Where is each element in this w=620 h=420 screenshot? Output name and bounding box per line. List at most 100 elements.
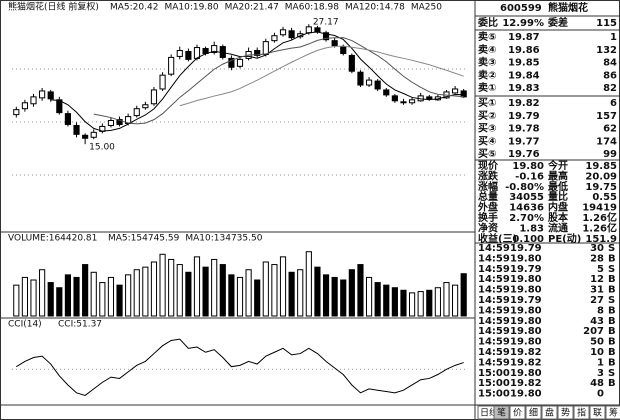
price: 19.80 [510, 253, 542, 264]
price: 19.79 [510, 264, 542, 275]
candle-body [452, 88, 459, 94]
label: 买② [478, 110, 496, 122]
candle-body [236, 58, 244, 67]
volume-bar [21, 276, 28, 317]
label: 卖③ [478, 56, 496, 69]
ma-label: MA120:14.78 [345, 3, 405, 13]
candle-body [340, 46, 347, 54]
tab[interactable] [509, 405, 526, 420]
volume-bar [417, 291, 424, 317]
candle-body [400, 101, 407, 104]
label: 外盘 [477, 201, 498, 214]
volume-bar [245, 269, 252, 317]
cci-line [16, 338, 464, 397]
volume-bar [168, 258, 175, 317]
candle-body [39, 90, 46, 99]
volume-bar [400, 289, 407, 317]
tab-label[interactable]: 联 [593, 408, 602, 419]
label: 买⑤ [478, 148, 496, 160]
volume-bar [348, 269, 355, 317]
volume-bar [288, 271, 295, 317]
tab[interactable] [493, 405, 510, 420]
candle-body [426, 96, 433, 100]
volume-bar [90, 271, 97, 317]
candle-body [116, 119, 123, 125]
qty: 1 [610, 32, 617, 43]
tab[interactable] [605, 405, 620, 420]
candle-body [322, 32, 330, 41]
tab-label[interactable]: 指 [577, 407, 586, 419]
value: 115 [596, 18, 617, 29]
label: 流通 [548, 221, 568, 234]
label: 总量 [478, 190, 498, 203]
qty: 99 [603, 149, 617, 160]
value: 12.99% [502, 18, 544, 29]
tab-label[interactable]: 价 [513, 408, 522, 419]
tab-label[interactable]: 盘 [545, 407, 554, 419]
qty: 174 [596, 136, 617, 147]
candle-body [305, 26, 312, 34]
tab-label[interactable]: 筹 [609, 407, 618, 419]
candle-body [228, 57, 235, 68]
candle-body [383, 89, 390, 96]
price: 19.86 [508, 45, 540, 56]
price: 19.80 [510, 326, 542, 337]
tab[interactable] [557, 405, 574, 420]
volume-bar [426, 289, 433, 317]
time: 14:59 [478, 274, 510, 285]
volume-bar [116, 284, 123, 317]
tab[interactable] [573, 405, 590, 420]
annotation: 27.17 [313, 18, 339, 28]
time: 14:59 [478, 305, 510, 316]
time: 14:59 [478, 295, 510, 306]
label: 涨跌 [478, 169, 499, 182]
value: 151.9 [585, 234, 617, 245]
side: S [608, 243, 615, 254]
value: 19.75 [585, 182, 617, 193]
candle-body [107, 120, 115, 126]
price: 19.80 [510, 285, 542, 296]
candle-body [56, 99, 63, 114]
qty: 31 [590, 285, 604, 296]
time: 15:00 [478, 378, 510, 389]
tab[interactable] [541, 405, 558, 420]
price: 19.80 [510, 316, 542, 327]
candle-body [288, 30, 295, 39]
volume-bar [125, 274, 132, 317]
qty: 86 [603, 70, 617, 81]
tab[interactable] [589, 405, 606, 420]
candle-body [47, 91, 54, 100]
value: 14636 [509, 203, 544, 214]
tab-label[interactable]: 势 [561, 407, 570, 419]
price: 19.80 [510, 389, 542, 400]
ma-line [93, 37, 464, 125]
time: 14:59 [478, 357, 510, 368]
volume-bar [374, 282, 381, 317]
candle-body [254, 50, 261, 56]
ma-line [50, 31, 464, 132]
candle-body [142, 104, 149, 109]
tab-label[interactable]: 笔 [497, 407, 506, 419]
price: 19.87 [508, 32, 540, 43]
value: 19.80 [512, 161, 544, 172]
volume-bar [202, 266, 209, 317]
candle-body [176, 50, 183, 57]
annotation: 15.00 [89, 143, 115, 153]
candle-body [262, 41, 269, 55]
volume-bar [365, 276, 373, 317]
tab[interactable] [525, 405, 542, 420]
time: 14:59 [478, 337, 510, 348]
qty: 12 [590, 274, 604, 285]
qty: 6 [610, 98, 617, 109]
side: B [608, 326, 616, 337]
qty: 157 [596, 111, 617, 122]
volume-bar [443, 282, 450, 317]
volume-bar [150, 261, 158, 317]
tab-label[interactable]: 细 [529, 407, 538, 419]
ma-label: CCI:51.37 [58, 320, 102, 330]
volume-bar [357, 264, 364, 317]
label: 卖① [478, 81, 496, 94]
volume-bar [297, 269, 304, 317]
label: 今开 [547, 159, 568, 172]
